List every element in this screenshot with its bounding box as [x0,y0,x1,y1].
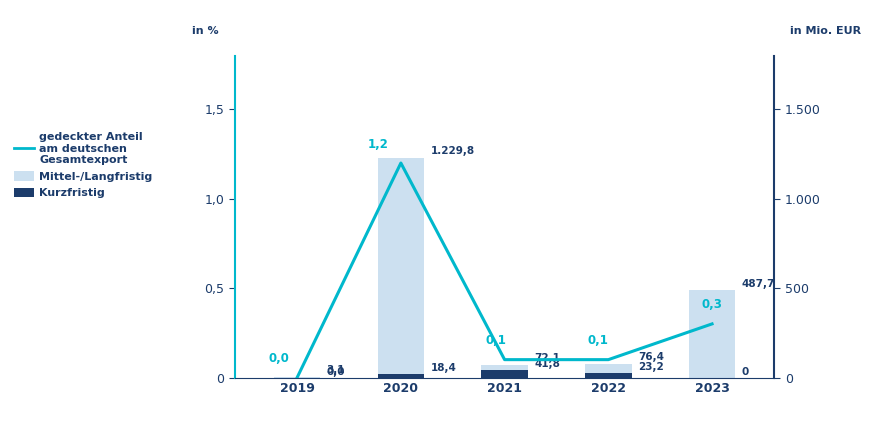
Bar [377,158,424,378]
Text: 1,2: 1,2 [368,138,388,151]
Text: 0,0: 0,0 [268,352,289,365]
Text: 0: 0 [740,367,748,377]
Text: 1.229,8: 1.229,8 [430,146,474,156]
Text: 0,1: 0,1 [485,334,506,347]
Text: 0,1: 0,1 [587,334,607,347]
Bar [584,373,631,378]
Bar [377,374,424,378]
Bar [584,364,631,378]
Bar [481,365,527,378]
Bar [688,290,734,378]
Text: in %: in % [192,27,218,36]
Text: 0,0: 0,0 [327,367,345,377]
Text: 76,4: 76,4 [637,352,663,362]
Text: 3,1: 3,1 [327,365,345,375]
Text: 487,7: 487,7 [740,278,774,289]
Text: 23,2: 23,2 [637,363,663,372]
Text: 0,3: 0,3 [700,299,721,311]
Bar [274,377,320,378]
Text: in Mio. EUR: in Mio. EUR [790,27,860,36]
Legend: gedeckter Anteil
am deutschen
Gesamtexport, Mittel-/Langfristig, Kurzfristig: gedeckter Anteil am deutschen Gesamtexpo… [14,132,153,199]
Bar [481,370,527,378]
Text: 18,4: 18,4 [430,363,455,373]
Text: 41,8: 41,8 [534,359,560,369]
Text: 72,1: 72,1 [534,353,560,363]
